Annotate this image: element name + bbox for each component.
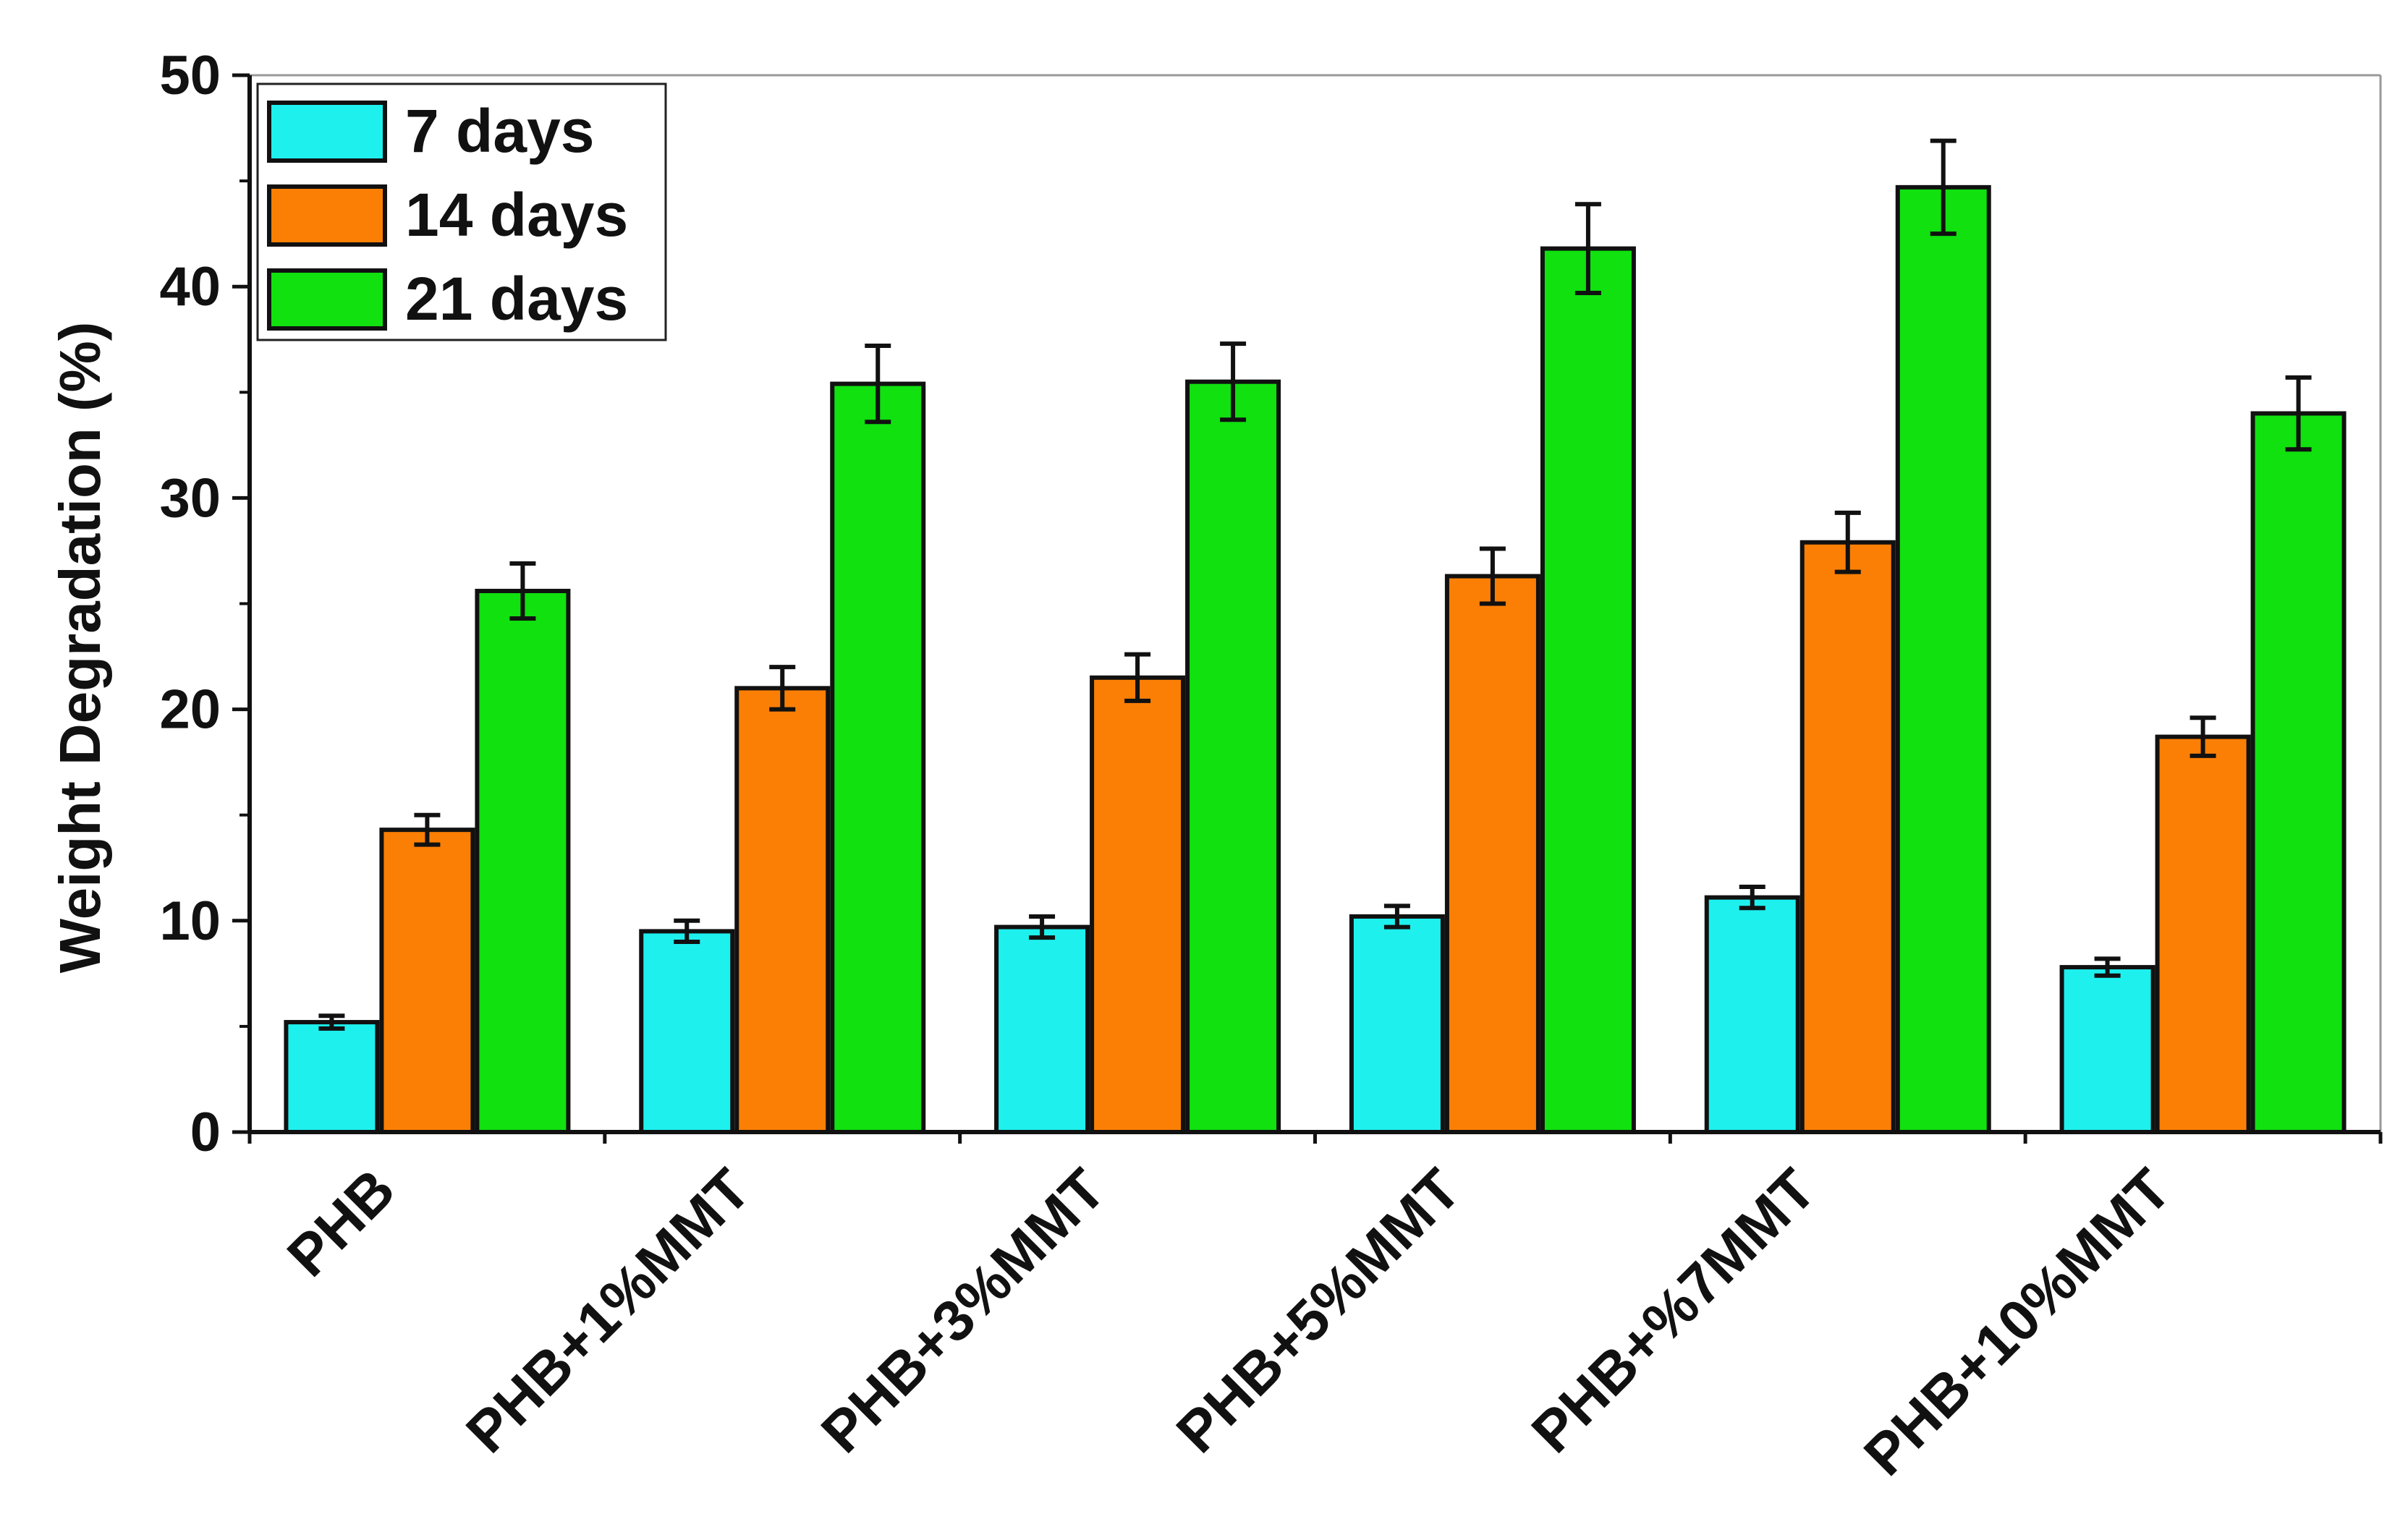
bar-phb-21-days (475, 588, 571, 1134)
legend-swatch-21-days (267, 268, 387, 331)
error-bar-phb-5-mmt-7-days (1383, 903, 1410, 930)
bar-phb-7mmt-14-days (1799, 540, 1896, 1134)
y-tick-label-10: 10 (159, 890, 221, 952)
error-bar-phb-10-mmt-7-days (2094, 956, 2121, 978)
error-bar-phb-10-mmt-21-days (2285, 375, 2312, 452)
y-tick-label-20: 20 (159, 679, 221, 741)
error-bar-phb-7-days (318, 1013, 345, 1031)
y-tick-label-30: 30 (159, 467, 221, 529)
bar-phb-14-days (379, 828, 475, 1135)
bar-phb-10-mmt-21-days (2250, 411, 2346, 1134)
y-tick-label-50: 50 (159, 45, 221, 106)
error-bar-phb-14-days (414, 812, 441, 847)
bar-phb-5-mmt-21-days (1540, 246, 1636, 1134)
error-bars-layer (318, 138, 2312, 1031)
error-bar-phb-5-mmt-14-days (1479, 546, 1506, 606)
bar-phb-1-mmt-21-days (830, 381, 926, 1134)
error-bar-phb-7mmt-14-days (1834, 510, 1861, 574)
error-bar-phb-3-mmt-21-days (1220, 341, 1247, 422)
legend: 7 days 14 days 21 days (256, 82, 667, 341)
bar-phb-7mmt-21-days (1895, 184, 1991, 1135)
bar-phb-1-mmt-14-days (734, 686, 831, 1134)
bar-phb-3-mmt-21-days (1185, 379, 1281, 1135)
y-tick-label-40: 40 (159, 256, 221, 318)
bar-phb-5-mmt-14-days (1444, 574, 1540, 1134)
error-bar-phb-1-mmt-21-days (865, 344, 891, 425)
bar-phb-7-days (284, 1020, 380, 1135)
error-bar-phb-3-mmt-7-days (1029, 914, 1056, 940)
bar-phb-1-mmt-7-days (639, 929, 735, 1135)
legend-label-14-days: 14 days (405, 181, 628, 249)
bar-phb-10-mmt-14-days (2155, 734, 2251, 1134)
bar-phb-7mmt-7-days (1704, 895, 1800, 1134)
error-bar-phb-21-days (509, 561, 536, 621)
bar-phb-3-mmt-14-days (1090, 675, 1186, 1134)
bar-phb-10-mmt-7-days (2059, 965, 2155, 1134)
error-bar-phb-10-mmt-14-days (2189, 715, 2216, 758)
legend-swatch-7-days (267, 101, 387, 163)
bar-phb-3-mmt-7-days (994, 924, 1090, 1135)
y-axis-title: Weight Degradation (%) (48, 322, 112, 974)
error-bar-phb-5-mmt-21-days (1574, 202, 1601, 295)
bars-layer (284, 184, 2346, 1135)
error-bar-phb-1-mmt-7-days (674, 918, 700, 945)
error-bar-phb-1-mmt-14-days (769, 665, 796, 712)
error-bar-phb-3-mmt-14-days (1124, 652, 1151, 703)
error-bar-phb-7mmt-7-days (1739, 885, 1765, 911)
legend-label-21-days: 21 days (405, 265, 628, 333)
y-tick-label-0: 0 (190, 1102, 221, 1163)
legend-swatch-14-days (267, 184, 387, 247)
bar-phb-5-mmt-7-days (1349, 914, 1445, 1135)
error-bar-phb-7mmt-21-days (1930, 138, 1956, 237)
legend-label-7-days: 7 days (405, 97, 595, 165)
